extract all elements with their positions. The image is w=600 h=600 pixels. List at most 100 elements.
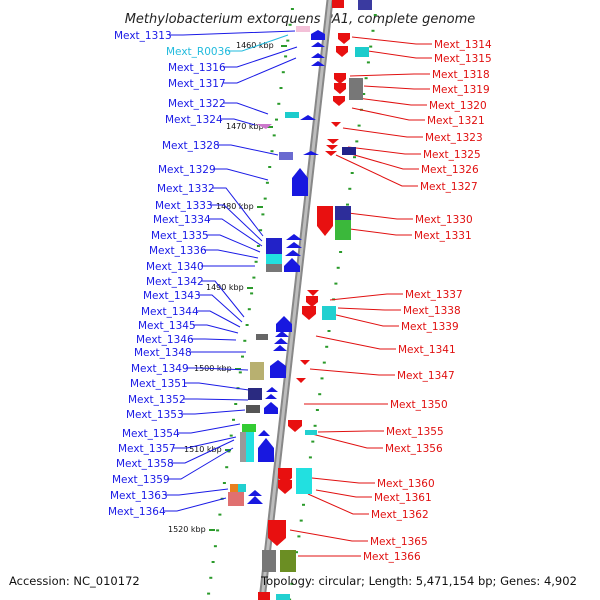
gene-label-right: Mext_1356 [385,443,443,455]
tick-mark [297,535,301,538]
gene-label-left: Mext_1340 [146,261,204,273]
connector-left [204,249,259,259]
connector-left [213,168,269,181]
connector-left [198,294,243,323]
gene-label-left: Mext_1322 [168,98,226,110]
kbp-tick [247,287,253,289]
tick-mark [336,266,340,269]
kbp-tick [225,449,231,451]
tick-mark [322,361,326,364]
tick-mark [290,582,294,585]
kbp-tick [209,529,215,531]
gene-label-right: Mext_1341 [398,344,456,356]
gene-label-right: Mext_1347 [397,370,455,382]
topology-text: Topology: circular; Length: 5,471,154 bp… [260,574,577,588]
connector-right [347,146,421,155]
gene-label-right: Mext_1350 [390,399,448,411]
connector-left [191,338,237,341]
gene-label-right: Mext_1338 [403,305,461,317]
tick-mark [265,181,269,184]
tick-mark [302,503,305,506]
tick-mark [348,187,352,190]
gene-label-left: Mext_1352 [128,394,186,406]
gene-label-left: Mext_1336 [149,245,207,257]
tick-mark [371,29,375,32]
tick-mark [315,409,319,411]
tick-mark [364,77,368,80]
connector-left [193,324,239,334]
gene-label-right: Mext_1323 [425,132,483,144]
tick-mark [288,23,292,26]
kbp-label: 1520 kbp [168,525,206,534]
connector-right [331,313,399,327]
left-gene-labels: Mext_1313 Mext_R0036 Mext_1316 Mext_1317 Mex… [108,30,231,518]
tick-mark [357,124,361,127]
tick-mark [225,466,229,469]
gene-label-right: Mext_1319 [432,84,490,96]
gene-label-left: Mext_1346 [136,334,194,346]
tick-mark [216,529,220,532]
tick-mark [211,561,215,563]
connector-left [223,57,297,84]
gene-label-left: Mext_1358 [116,458,174,470]
gene-label-right: Mext_1337 [405,289,463,301]
tick-mark [259,229,263,232]
tick-mark [320,377,324,380]
connector-left [186,367,249,371]
connector-right [349,73,430,77]
connector-left [173,436,237,449]
tick-mark [234,403,238,405]
tick-mark [299,519,303,522]
connector-left [217,144,279,156]
tick-mark [366,61,370,64]
connector-right [335,154,418,187]
tick-mark [318,393,322,396]
gene-label-right: Mext_1318 [432,69,490,81]
tick-mark [277,102,281,105]
gene-label-right: Mext_1355 [386,426,444,438]
kbp-label: 1490 kbp [206,283,244,292]
gene-label-left: Mext_1335 [151,230,209,242]
kbp-label: 1470 kbp [226,122,264,131]
tick-mark [227,450,231,453]
kbp-tick [257,206,263,208]
connector-right [311,433,383,449]
connector-right [349,228,412,236]
connector-left [171,439,235,464]
connector-left [169,30,296,36]
connector-left [177,423,241,434]
right-connectors [289,36,432,557]
kbp-tick [267,126,273,128]
tick-mark [272,134,276,137]
tick-mark [279,87,283,89]
connector-right [317,430,384,433]
tick-mark [311,440,315,443]
connector-left [206,234,261,253]
connector-left [223,102,269,115]
left-connectors [163,30,298,512]
gene-label-right: Mext_1326 [421,164,479,176]
kbp-label: 1480 kbp [216,202,254,211]
right-gene-labels: Mext_1314 Mext_1315 Mext_1318 Mext_1319 Mext… [363,39,492,563]
gene-label-right: Mext_1325 [423,149,481,161]
connector-left [165,488,229,496]
gene-label-left: Mext_1313 [114,30,172,42]
gene-label-left: Mext_1353 [126,409,184,421]
connector-left [163,497,227,512]
gene-label-left: Mext_1332 [157,183,215,195]
gene-label-right: Mext_1362 [371,509,429,521]
tick-mark [250,292,254,295]
connector-left [185,382,257,392]
gene-label-right: Mext_1365 [370,536,428,548]
connector-left [208,218,263,247]
connector-right [315,335,396,350]
accession-text: Accession: NC_010172 [9,574,140,588]
gene-label-left: Mext_1342 [146,276,204,288]
gene-label-left: Mext_1329 [158,164,216,176]
tick-mark [334,282,338,285]
gene-label-left: Mext_1345 [138,320,196,332]
connector-right [315,489,372,498]
connector-right [342,127,423,138]
gene-label-left: Mext_1351 [130,378,188,390]
